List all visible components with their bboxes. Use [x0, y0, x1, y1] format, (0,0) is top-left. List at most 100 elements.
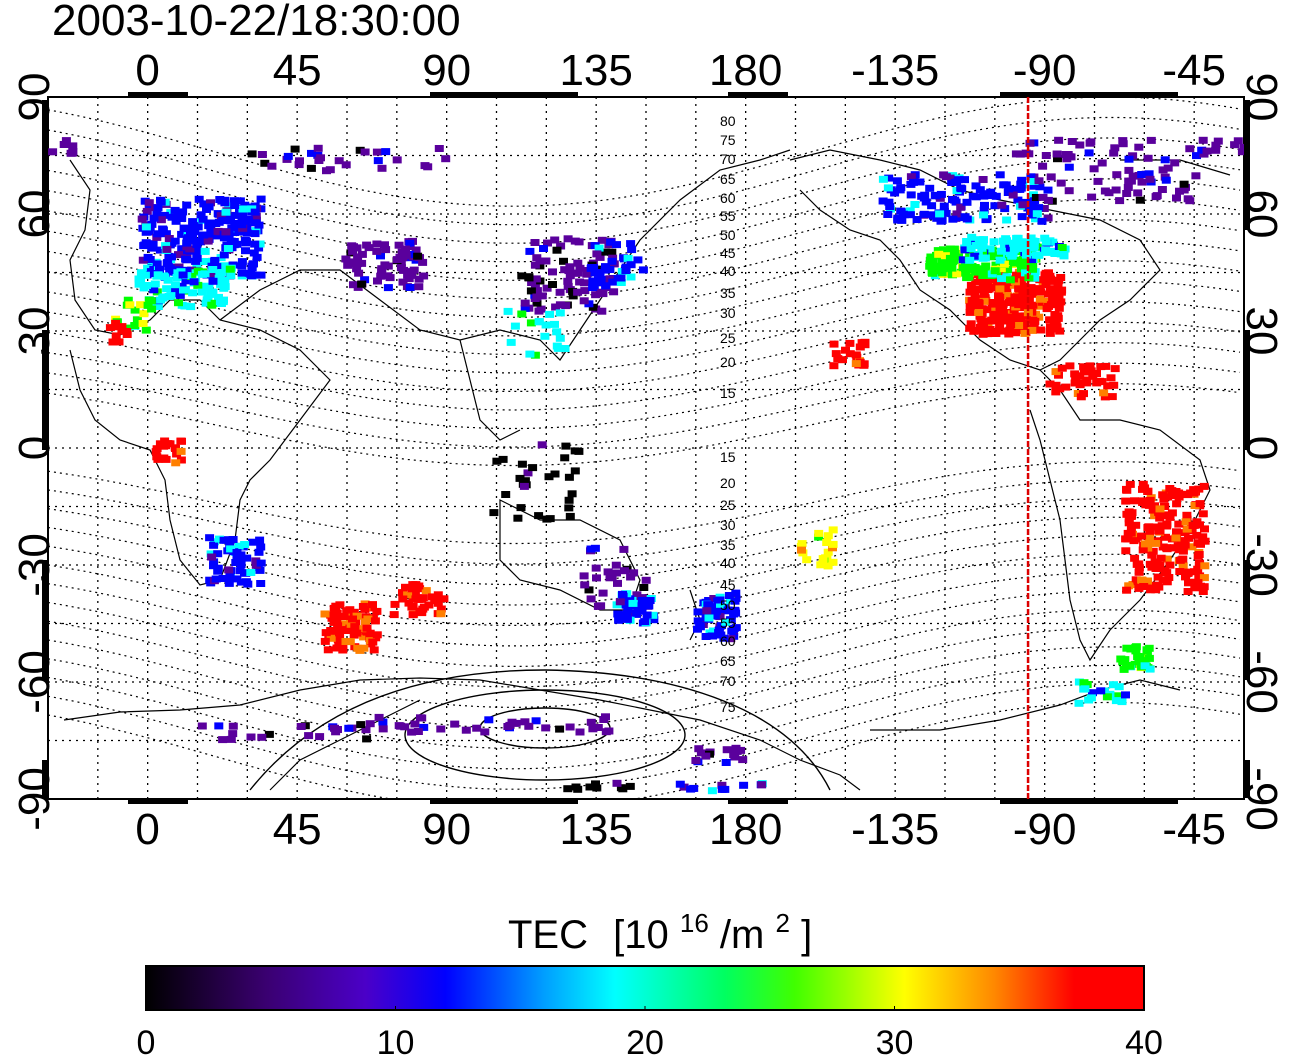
tec-cell [851, 351, 861, 359]
tec-cell [831, 350, 841, 358]
tec-cell [1143, 577, 1152, 585]
tec-cell [1074, 699, 1084, 707]
tec-cell [563, 785, 573, 793]
tec-cell [1134, 564, 1144, 572]
tec-cell [604, 727, 614, 735]
tec-cell [187, 273, 197, 280]
tec-cell [401, 252, 411, 260]
tec-cell [413, 252, 423, 260]
tec-cell [947, 179, 957, 186]
tec-cell [199, 200, 209, 208]
tec-cell [160, 437, 170, 445]
tec-cell [695, 621, 705, 629]
bottom-lon-tick: 0 [135, 805, 159, 854]
tec-cell [716, 631, 726, 639]
tec-cell [559, 257, 568, 265]
tec-cell [990, 316, 1000, 323]
tec-cell [1195, 500, 1205, 508]
tec-cell [537, 441, 547, 449]
tec-cell [985, 245, 995, 253]
tec-cell [1172, 530, 1182, 538]
tec-cell [234, 542, 244, 550]
tec-cell [998, 310, 1008, 318]
tec-cell [694, 745, 704, 753]
tec-cell [264, 730, 274, 738]
tec-cell [188, 289, 198, 297]
tec-cell [1142, 646, 1152, 654]
tec-cell [241, 247, 250, 255]
tec-cell [979, 297, 989, 305]
tec-cell [633, 256, 643, 264]
tec-cell [564, 504, 574, 512]
tec-cell [225, 265, 235, 273]
tec-cell [214, 722, 224, 730]
tec-cell [1079, 390, 1088, 398]
tec-cell [123, 296, 133, 304]
tec-cell [1167, 509, 1177, 517]
tec-cell [117, 327, 127, 335]
tec-cell [584, 300, 594, 308]
tec-cell [147, 260, 156, 268]
tec-cell [1063, 151, 1073, 158]
tec-cell [693, 617, 703, 625]
tec-cell [362, 628, 372, 636]
tec-cell [1028, 301, 1038, 309]
tec-cell [144, 199, 154, 207]
tec-cell [290, 145, 300, 153]
tec-cell [564, 267, 574, 275]
tec-cell [936, 190, 946, 198]
tec-cell [1146, 586, 1156, 594]
tec-cell [348, 615, 357, 623]
tec-cell [117, 323, 127, 331]
tec-cell [915, 178, 925, 186]
top-lon-tick: 45 [273, 46, 322, 95]
tec-cell [517, 310, 527, 318]
tec-cell [362, 624, 372, 632]
tec-cell [360, 605, 370, 613]
tec-cell [248, 538, 258, 546]
tec-cell [357, 250, 367, 258]
tec-cell [962, 198, 972, 206]
tec-cell [532, 293, 542, 301]
tec-cell [991, 330, 1001, 337]
tec-cell [1051, 388, 1061, 396]
tec-cell [181, 255, 191, 263]
tec-cell [320, 610, 330, 618]
tec-cell [372, 631, 382, 639]
tec-cell [731, 624, 741, 632]
tec-cell [978, 272, 988, 279]
tec-cell [925, 184, 935, 192]
tec-cell [306, 164, 316, 172]
tec-cell [1074, 678, 1084, 686]
tec-cell [207, 553, 217, 561]
tec-cell [637, 607, 647, 615]
tec-cell [216, 212, 226, 220]
tec-cell [372, 247, 382, 255]
tec-cell [397, 248, 407, 256]
top-lon-tick: -135 [851, 46, 939, 95]
tec-cell [1056, 179, 1066, 187]
tec-cell [1129, 537, 1139, 545]
tec-cell [975, 266, 985, 274]
tec-cell [542, 515, 552, 523]
tec-cell [1138, 499, 1148, 506]
tec-cell [150, 280, 160, 288]
tec-cell [614, 616, 624, 624]
tec-cell [895, 186, 905, 194]
tec-cell [249, 249, 259, 257]
tec-cell [353, 644, 363, 652]
tec-cell [936, 217, 946, 225]
tec-cell [165, 241, 175, 249]
tec-cell [1144, 534, 1154, 542]
tec-cell [114, 338, 124, 346]
tec-cell [244, 269, 254, 277]
tec-cell [1016, 184, 1026, 192]
tec-cell [1044, 290, 1053, 298]
tec-cell [1193, 579, 1203, 587]
tec-cell [622, 610, 632, 618]
tec-cell [640, 618, 650, 626]
tec-cell [492, 457, 502, 465]
tec-cell [1027, 326, 1037, 334]
tec-cell [883, 184, 893, 192]
tec-cell [179, 224, 189, 232]
